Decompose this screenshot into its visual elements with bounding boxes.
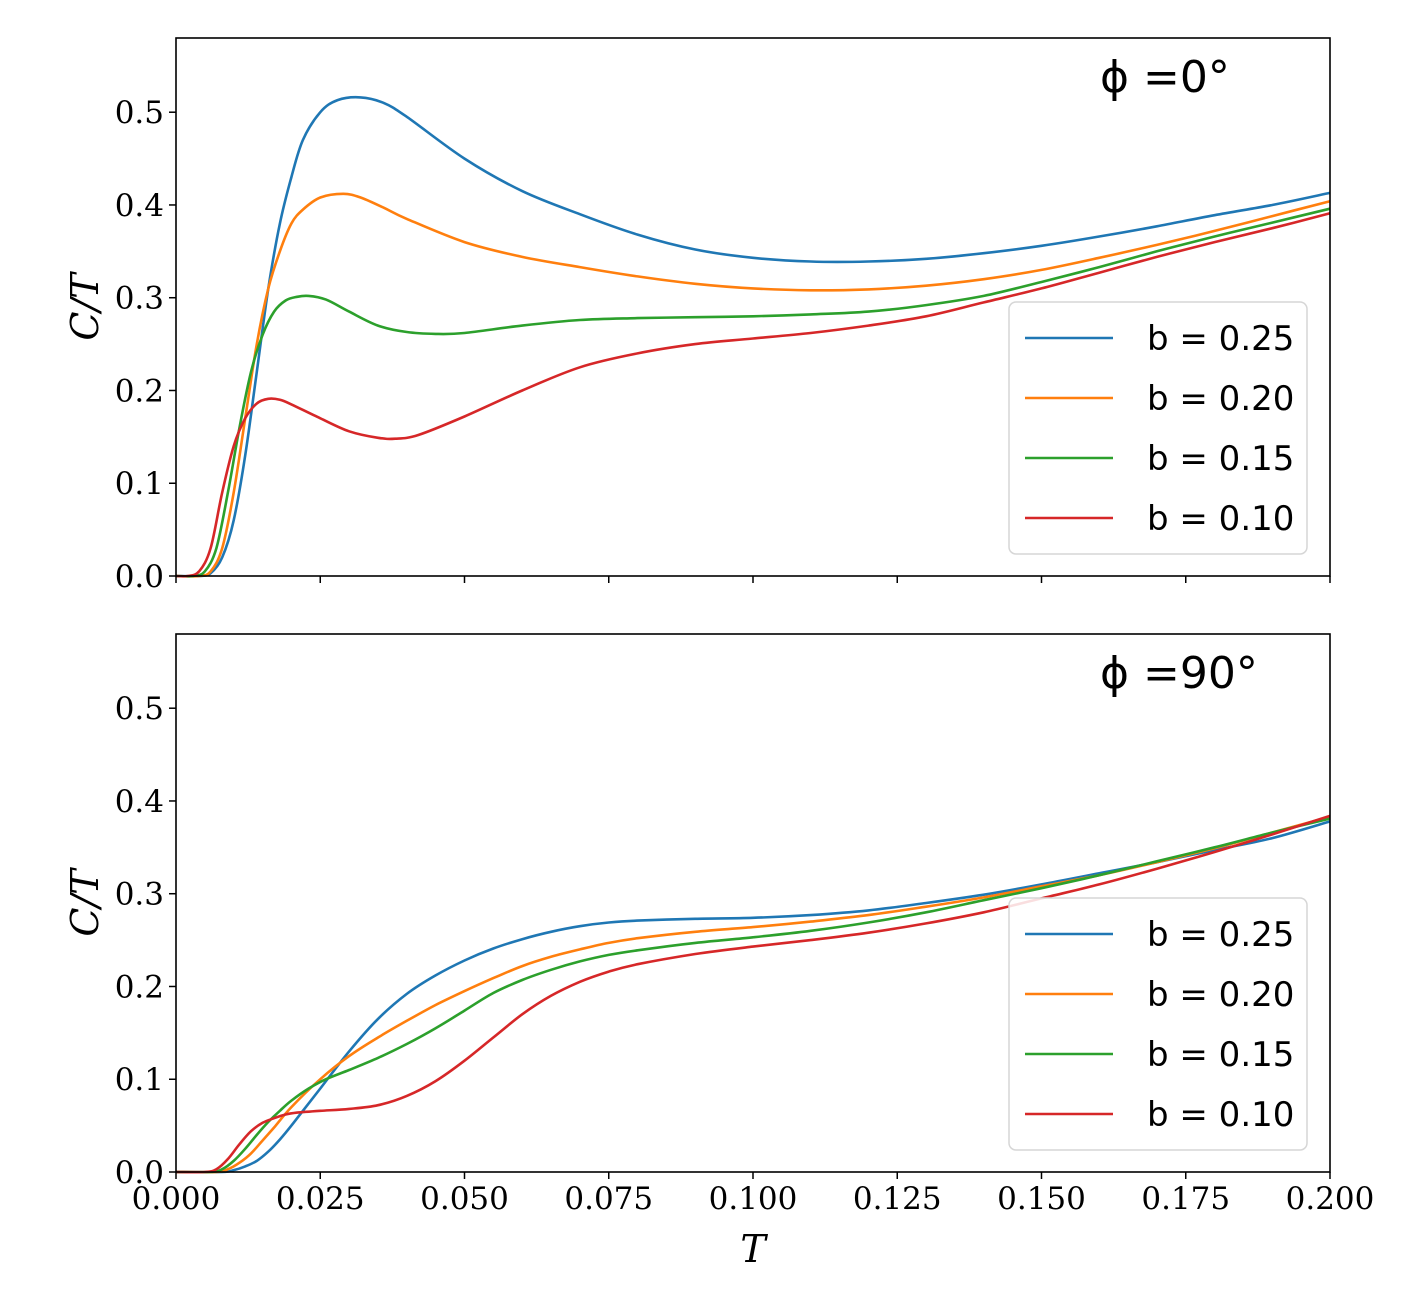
y-tick-label: 0.2 <box>115 969 164 1005</box>
y-tick-label: 0.0 <box>115 559 164 595</box>
y-tick-label: 0.5 <box>115 95 164 131</box>
chart-panel-phi-90: 0.000 0.025 0.050 0.075 0.100 0.125 0.150 0.175… <box>63 633 1375 1271</box>
legend: b = 0.25 b = 0.20 b = 0.15 b = 0.10 <box>1008 301 1308 555</box>
series-line-0 <box>175 95 1331 578</box>
legend-box <box>1008 301 1308 555</box>
legend-label: b = 0.10 <box>1147 499 1294 539</box>
x-tick-label: 0.150 <box>997 1181 1086 1217</box>
series-lines <box>175 95 1331 578</box>
series-line-0 <box>175 820 1331 1174</box>
x-tick-label: 0.200 <box>1286 1181 1375 1217</box>
legend-label: b = 0.15 <box>1147 1035 1294 1075</box>
series-line-3 <box>175 212 1331 578</box>
axes-frame <box>175 633 1331 1173</box>
x-tick-label: 0.075 <box>564 1181 653 1217</box>
legend-label: b = 0.10 <box>1147 1095 1294 1135</box>
y-tick-label: 0.4 <box>115 188 164 224</box>
x-axis-label: T <box>740 1227 768 1271</box>
y-tick-label: 0.4 <box>115 784 164 820</box>
series-line-2 <box>175 207 1331 578</box>
axis-ticks: 0.0 0.1 0.2 0.3 0.4 0.5 <box>115 95 1331 595</box>
x-tick-label: 0.175 <box>1141 1181 1230 1217</box>
y-axis-label: C/T <box>63 867 107 937</box>
x-tick-label: 0.125 <box>853 1181 942 1217</box>
y-tick-label: 0.2 <box>115 373 164 409</box>
legend-label: b = 0.20 <box>1147 975 1294 1015</box>
legend-label: b = 0.25 <box>1147 319 1294 359</box>
y-tick-label: 0.3 <box>115 877 164 913</box>
legend-label: b = 0.15 <box>1147 439 1294 479</box>
x-tick-label: 0.025 <box>276 1181 365 1217</box>
x-tick-label: 0.050 <box>420 1181 509 1217</box>
x-tick-label: 0.100 <box>709 1181 798 1217</box>
legend-box <box>1008 897 1308 1151</box>
legend-label: b = 0.20 <box>1147 379 1294 419</box>
axes-frame <box>175 37 1331 577</box>
y-tick-label: 0.5 <box>115 691 164 727</box>
chart-panel-phi-0: 0.00.10.20.30.40.5 ϕ =0° C/T b = 0.25b =… <box>63 37 1331 595</box>
series-line-2 <box>175 817 1331 1174</box>
legend-label: b = 0.25 <box>1147 915 1294 955</box>
series-line-1 <box>175 815 1331 1174</box>
panel-title: ϕ =0° <box>1100 52 1230 103</box>
y-tick-label: 0.0 <box>115 1155 164 1191</box>
y-tick-label: 0.1 <box>115 1062 164 1098</box>
y-tick-label: 0.3 <box>115 281 164 317</box>
x-tick-label: 0.000 <box>132 1181 221 1217</box>
y-axis-label: C/T <box>63 271 107 341</box>
legend: b = 0.25 b = 0.20 b = 0.15 b = 0.10 <box>1008 897 1308 1151</box>
panel-title: ϕ =90° <box>1100 648 1258 699</box>
y-tick-label: 0.1 <box>115 466 164 502</box>
axis-ticks: 0.000 0.025 0.050 0.075 0.100 0.125 0.150 0.175… <box>115 691 1375 1217</box>
